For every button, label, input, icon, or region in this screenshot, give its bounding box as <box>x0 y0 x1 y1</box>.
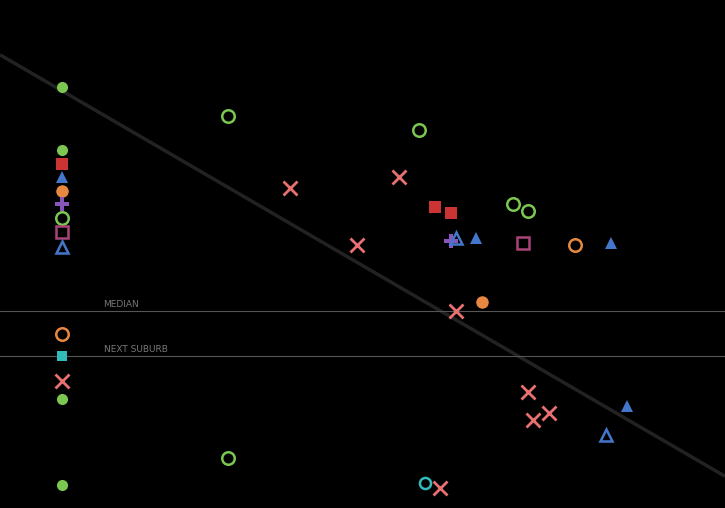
Text: NEXT SUBURB: NEXT SUBURB <box>104 345 167 354</box>
Text: MEDIAN: MEDIAN <box>104 300 139 308</box>
